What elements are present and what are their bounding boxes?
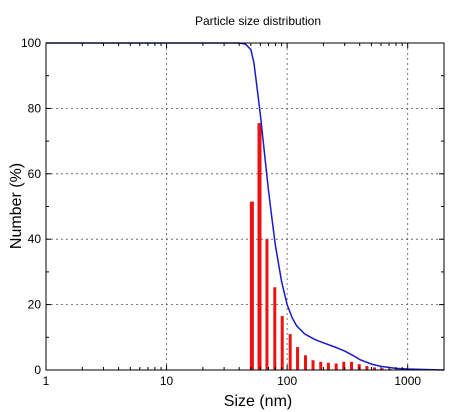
- bar: [249, 201, 254, 370]
- x-tick-label: 10: [160, 374, 174, 388]
- bar: [311, 360, 315, 370]
- bar: [296, 347, 300, 370]
- y-tick-label: 100: [21, 36, 41, 50]
- y-tick-label: 60: [28, 167, 42, 181]
- x-tick-label: 1000: [394, 374, 421, 388]
- x-axis-label: Size (nm): [224, 393, 292, 410]
- plot-frame: [45, 42, 445, 371]
- bar: [265, 239, 269, 370]
- bar: [334, 363, 338, 370]
- cumulative-curve: [46, 42, 445, 371]
- bar: [288, 334, 292, 370]
- bar: [380, 368, 384, 370]
- grid: [46, 43, 444, 370]
- bar: [273, 287, 277, 370]
- y-tick-label: 0: [34, 363, 41, 377]
- y-tick-label: 40: [28, 232, 42, 246]
- bar: [326, 362, 330, 370]
- bar: [373, 367, 377, 370]
- bar: [365, 366, 369, 370]
- bars: [249, 123, 407, 371]
- bar: [350, 361, 354, 370]
- y-tick-label: 20: [28, 298, 42, 312]
- bar: [342, 361, 346, 370]
- bar: [280, 316, 284, 370]
- bar: [303, 355, 307, 370]
- x-tick-label: 1: [43, 374, 50, 388]
- chart-title: Particle size distribution: [195, 14, 321, 28]
- ticks: 1 10 100 1000 0 20 40 60 80 100: [21, 36, 444, 388]
- bar: [357, 364, 361, 370]
- y-axis-label: Number (%): [8, 163, 25, 249]
- y-tick-label: 80: [28, 101, 42, 115]
- bar: [257, 123, 262, 371]
- cumulative-line: [46, 42, 445, 371]
- x-tick-label: 100: [277, 374, 297, 388]
- bar: [319, 361, 323, 370]
